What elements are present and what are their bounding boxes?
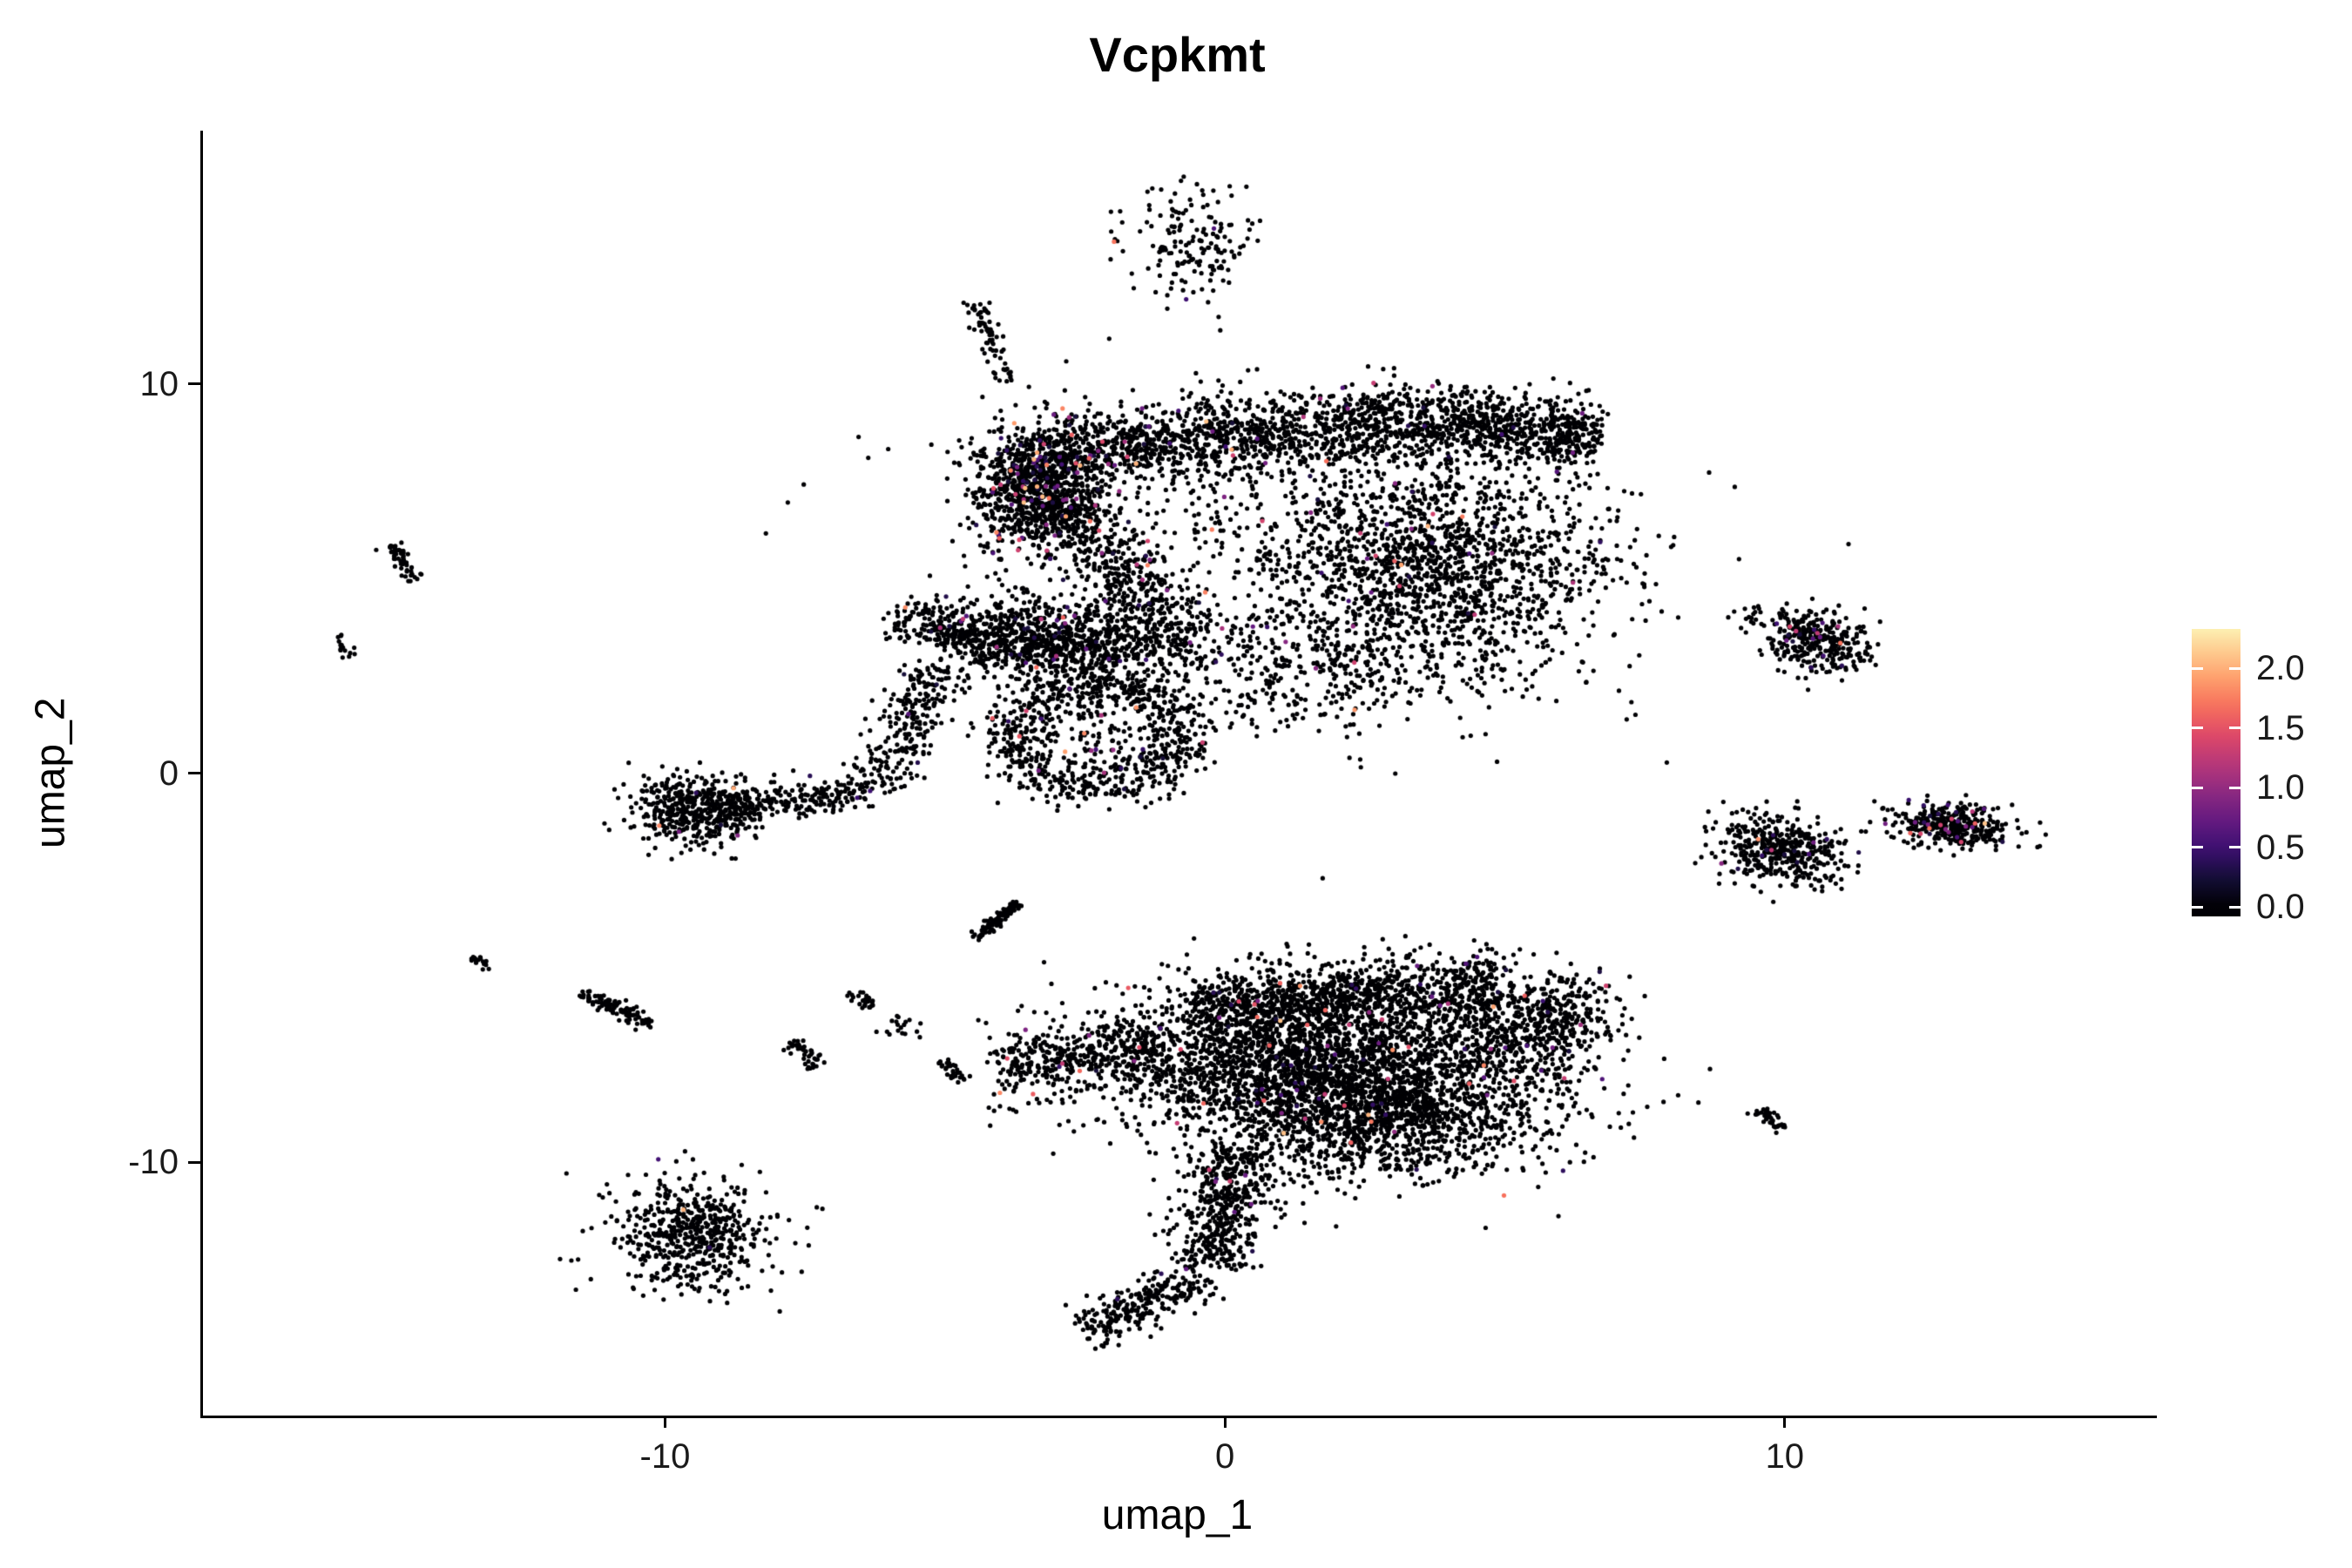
y-tick-mark — [188, 1160, 200, 1164]
colorbar-tick-mark — [2229, 905, 2240, 909]
x-tick-mark — [663, 1416, 666, 1428]
colorbar-tick-label: 1.0 — [2256, 768, 2305, 808]
x-tick-mark — [1223, 1416, 1227, 1428]
y-axis-label: umap_2 — [27, 697, 74, 849]
y-tick-mark — [188, 772, 200, 774]
colorbar-tick-label: 2.0 — [2256, 649, 2305, 688]
colorbar-tick-label: 0.0 — [2256, 888, 2305, 927]
x-tick-label: -10 — [639, 1437, 691, 1476]
x-tick-label: 0 — [1215, 1437, 1235, 1476]
scatter-canvas — [203, 131, 2157, 1416]
colorbar-tick-mark — [2192, 846, 2203, 849]
x-tick-mark — [1783, 1416, 1787, 1428]
y-tick-label: 10 — [139, 364, 179, 403]
colorbar-tick-mark — [2229, 727, 2240, 730]
y-tick-label: 0 — [159, 754, 179, 793]
plot-panel — [200, 131, 2157, 1418]
y-tick-label: -10 — [128, 1143, 179, 1182]
colorbar-tick-label: 1.5 — [2256, 708, 2305, 747]
colorbar-tick-mark — [2229, 666, 2240, 670]
x-axis-label: umap_1 — [1101, 1492, 1254, 1538]
colorbar-legend: 2.0 1.5 1.0 0.5 0.0 — [2192, 629, 2352, 926]
colorbar-tick-mark — [2192, 905, 2203, 909]
colorbar-tick-mark — [2192, 786, 2203, 789]
colorbar-tick-mark — [2229, 786, 2240, 789]
x-tick-label: 10 — [1765, 1437, 1805, 1476]
plot-title: Vcpkmt — [1089, 27, 1266, 82]
colorbar-tick-mark — [2229, 846, 2240, 849]
colorbar-tick-label: 0.5 — [2256, 828, 2305, 867]
colorbar-tick-mark — [2192, 666, 2203, 670]
y-tick-mark — [188, 382, 200, 386]
colorbar-gradient — [2192, 629, 2240, 916]
colorbar-tick-mark — [2192, 727, 2203, 730]
